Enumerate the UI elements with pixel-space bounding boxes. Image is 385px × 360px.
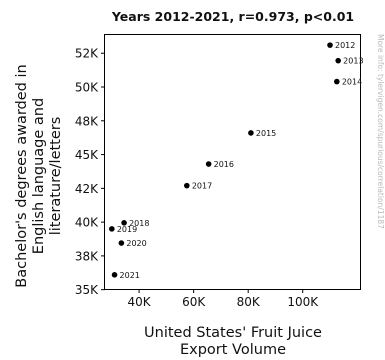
data-point-label: 2012 — [335, 41, 355, 50]
data-point — [121, 219, 127, 226]
y-tick-label: 40K — [75, 216, 99, 230]
y-tick-label: 52K — [75, 47, 99, 61]
y-tick-label: 42K — [75, 182, 99, 196]
chart-title: Years 2012-2021, r=0.973, p<0.01 — [111, 9, 354, 24]
plot-frame — [104, 34, 361, 290]
data-point — [334, 78, 340, 85]
x-axis-title-line-1: United States' Fruit Juice — [144, 325, 322, 341]
y-tick-label: 45K — [75, 148, 99, 162]
y-axis-title-line-1: Bachelor's degrees awarded in — [14, 64, 30, 287]
data-point-label: 2021 — [120, 271, 140, 280]
data-point — [111, 272, 118, 278]
data-point-label: 2015 — [256, 129, 276, 138]
x-axis-ticks: 40K 60K 80K 100K — [128, 289, 319, 309]
data-point-label: 2019 — [117, 225, 137, 234]
data-point — [335, 57, 341, 64]
data-point — [248, 130, 254, 136]
x-tick-label: 60K — [182, 295, 206, 309]
x-axis-title-line-2: Export Volume — [180, 342, 286, 358]
data-point-label: 2017 — [192, 182, 212, 191]
y-axis-ticks: 35K 38K 40K 42K 45K 48K 50K 52K — [75, 47, 105, 297]
y-axis-title: Bachelor's degrees awarded in English la… — [14, 64, 64, 287]
y-tick-label: 38K — [75, 249, 99, 263]
data-point-label: 2020 — [126, 239, 146, 248]
x-tick-label: 80K — [237, 295, 261, 309]
data-point — [118, 240, 125, 246]
data-point-label: 2013 — [343, 57, 363, 66]
data-point-label: 2016 — [214, 160, 234, 169]
data-point-label: 2014 — [342, 78, 362, 87]
data-point — [184, 182, 190, 189]
data-point — [327, 42, 333, 48]
data-point-label: 2018 — [129, 219, 149, 228]
y-tick-label: 50K — [75, 81, 99, 95]
y-tick-label: 35K — [75, 283, 99, 297]
y-tick-label: 48K — [75, 114, 99, 128]
x-tick-label: 100K — [287, 295, 319, 309]
x-tick-label: 40K — [128, 295, 152, 309]
data-point — [205, 161, 212, 167]
y-axis-title-line-3: literature/letters — [48, 117, 64, 236]
data-point — [109, 226, 115, 232]
source-note: More info: tylervigen.com/spurious/corre… — [376, 34, 385, 229]
y-axis-title-line-2: English language and — [31, 98, 47, 254]
